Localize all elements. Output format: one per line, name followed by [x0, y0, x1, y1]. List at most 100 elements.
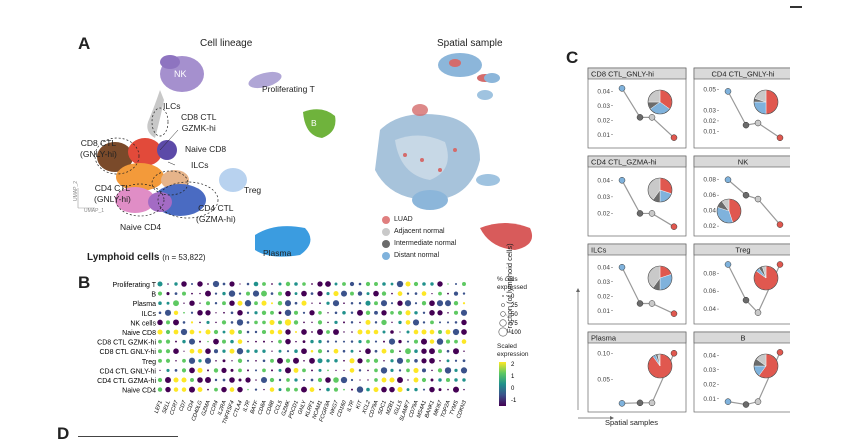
dotplot-dot: [429, 348, 435, 355]
dotplot-dot: [406, 340, 410, 343]
legend-label: Intermediate normal: [394, 240, 457, 247]
dotplot-dot: [255, 379, 257, 381]
dotplot-dot: [183, 311, 185, 314]
dotplot-dot: [326, 359, 330, 363]
dotplot-dot: [285, 367, 291, 374]
dotplot-dot: [301, 386, 307, 393]
dotplot-gene-label: NKG7: [329, 399, 340, 416]
dotplot-dot: [390, 359, 394, 363]
dotplot-dot: [278, 339, 282, 344]
size-legend-title: % cells expressed: [497, 276, 527, 291]
dotplot-dot: [284, 319, 292, 326]
dotplot-dot: [262, 368, 266, 373]
dotplot-gene-label: CD8A: [257, 400, 268, 416]
dotplot-dot: [157, 281, 163, 287]
dotplot-dot: [254, 388, 258, 391]
label-naive-cd8: Naive CD8: [185, 144, 227, 154]
dotplot-dot: [429, 310, 435, 316]
dotplot-dot: [293, 310, 299, 315]
dotplot-dot: [350, 349, 354, 353]
dotplot-dot: [213, 368, 219, 373]
dotplot-dot: [294, 378, 298, 382]
dotplot-dot: [285, 358, 291, 363]
dotplot-dot: [164, 309, 172, 316]
dotplot-dot: [405, 320, 411, 325]
dotplot-dot: [343, 388, 345, 391]
spatial-legend-item: LUAD: [382, 214, 456, 226]
dotplot-dot: [429, 300, 435, 307]
dotplot-dot: [453, 348, 459, 355]
dotplot-dot: [438, 291, 442, 296]
c-point: [776, 349, 784, 356]
panel-d-line: [78, 436, 178, 437]
c-point: [636, 399, 644, 407]
spatial-legend: LUAD Adjacent normal Intermediate normal Di…: [382, 214, 456, 262]
dotplot-gene-label: CD79A: [368, 400, 380, 419]
dotplot-dot: [189, 367, 195, 374]
c-panel-title: Plasma: [591, 334, 617, 343]
panel-c-charts: CD8 CTL_GNLY-hi 0.04 0.03 0.02 0.01 CD4 CTL_G…: [576, 67, 790, 420]
dotplot-dot: [263, 388, 265, 391]
dotplot-dot: [190, 311, 194, 314]
dotplot-dot: [269, 319, 275, 325]
dotplot-dot: [365, 319, 371, 325]
dotplot-dot: [222, 282, 226, 286]
dotplot-dot: [310, 292, 314, 295]
dotplot-dot: [406, 292, 410, 295]
dotplot-dot: [317, 281, 323, 287]
dotplot-dot: [237, 310, 243, 316]
size-legend-dot: [501, 303, 505, 307]
dotplot-dot: [285, 290, 291, 297]
dotplot-dot: [381, 377, 387, 383]
dotplot-dot: [325, 281, 331, 287]
dotplot-dot: [262, 359, 266, 363]
dotplot-dot: [173, 319, 179, 326]
dotplot-dot: [461, 319, 467, 326]
dotplot-dot: [461, 329, 467, 335]
dotplot-dot: [429, 357, 435, 364]
dotplot-dot: [437, 368, 443, 373]
dotplot-dot: [357, 329, 363, 335]
dotplot-dot: [381, 291, 387, 296]
dotplot-dot: [365, 281, 371, 287]
c-ytick: 0.08: [703, 270, 716, 277]
dotplot-dot: [396, 357, 404, 364]
dotplot-dot: [254, 301, 258, 306]
c-panel-title: NK: [738, 158, 748, 167]
label-plasma: Plasma: [263, 248, 292, 258]
dotplot-dot: [238, 330, 242, 334]
dotplot-dot: [396, 280, 404, 288]
dotplot-dot: [222, 291, 226, 296]
axis-umap2: UMAP_2: [73, 180, 80, 202]
dotplot-dot: [327, 312, 329, 314]
dotplot-row-label: ILCs: [142, 311, 157, 318]
dotplot-dot: [253, 281, 259, 287]
dotplot-dot: [205, 290, 211, 297]
dotplot-dot: [205, 301, 211, 306]
dotplot-dot: [446, 359, 450, 363]
umap-cluster-plasma: [255, 226, 311, 257]
dotplot-dot: [255, 340, 257, 343]
dotplot-dot: [213, 338, 219, 345]
dotplot-dot: [317, 320, 323, 325]
c-panel-header: [693, 155, 790, 168]
dotplot-dot: [447, 283, 449, 285]
dotplot-dot: [446, 321, 450, 324]
dotplot-dot: [190, 321, 194, 324]
dotplot-dot: [398, 320, 402, 325]
c-panel-header: [587, 331, 687, 344]
dotplot-dot: [174, 282, 178, 286]
dotplot-dot: [382, 282, 386, 286]
dotplot-dot: [397, 310, 403, 315]
dotplot-dot: [270, 310, 274, 315]
dotplot-dot: [246, 311, 250, 314]
dotplot-dot: [381, 348, 387, 354]
dotplot-dot: [421, 377, 427, 383]
dotplot-dot: [343, 369, 345, 372]
dotplot-dot: [380, 367, 388, 374]
c-panel-header: [587, 155, 687, 168]
dotplot-dot: [303, 359, 305, 362]
dotplot-dot: [430, 320, 434, 325]
c-panel-title: ILCs: [591, 246, 607, 255]
dotplot-gene-label: IGLL5: [393, 399, 404, 416]
